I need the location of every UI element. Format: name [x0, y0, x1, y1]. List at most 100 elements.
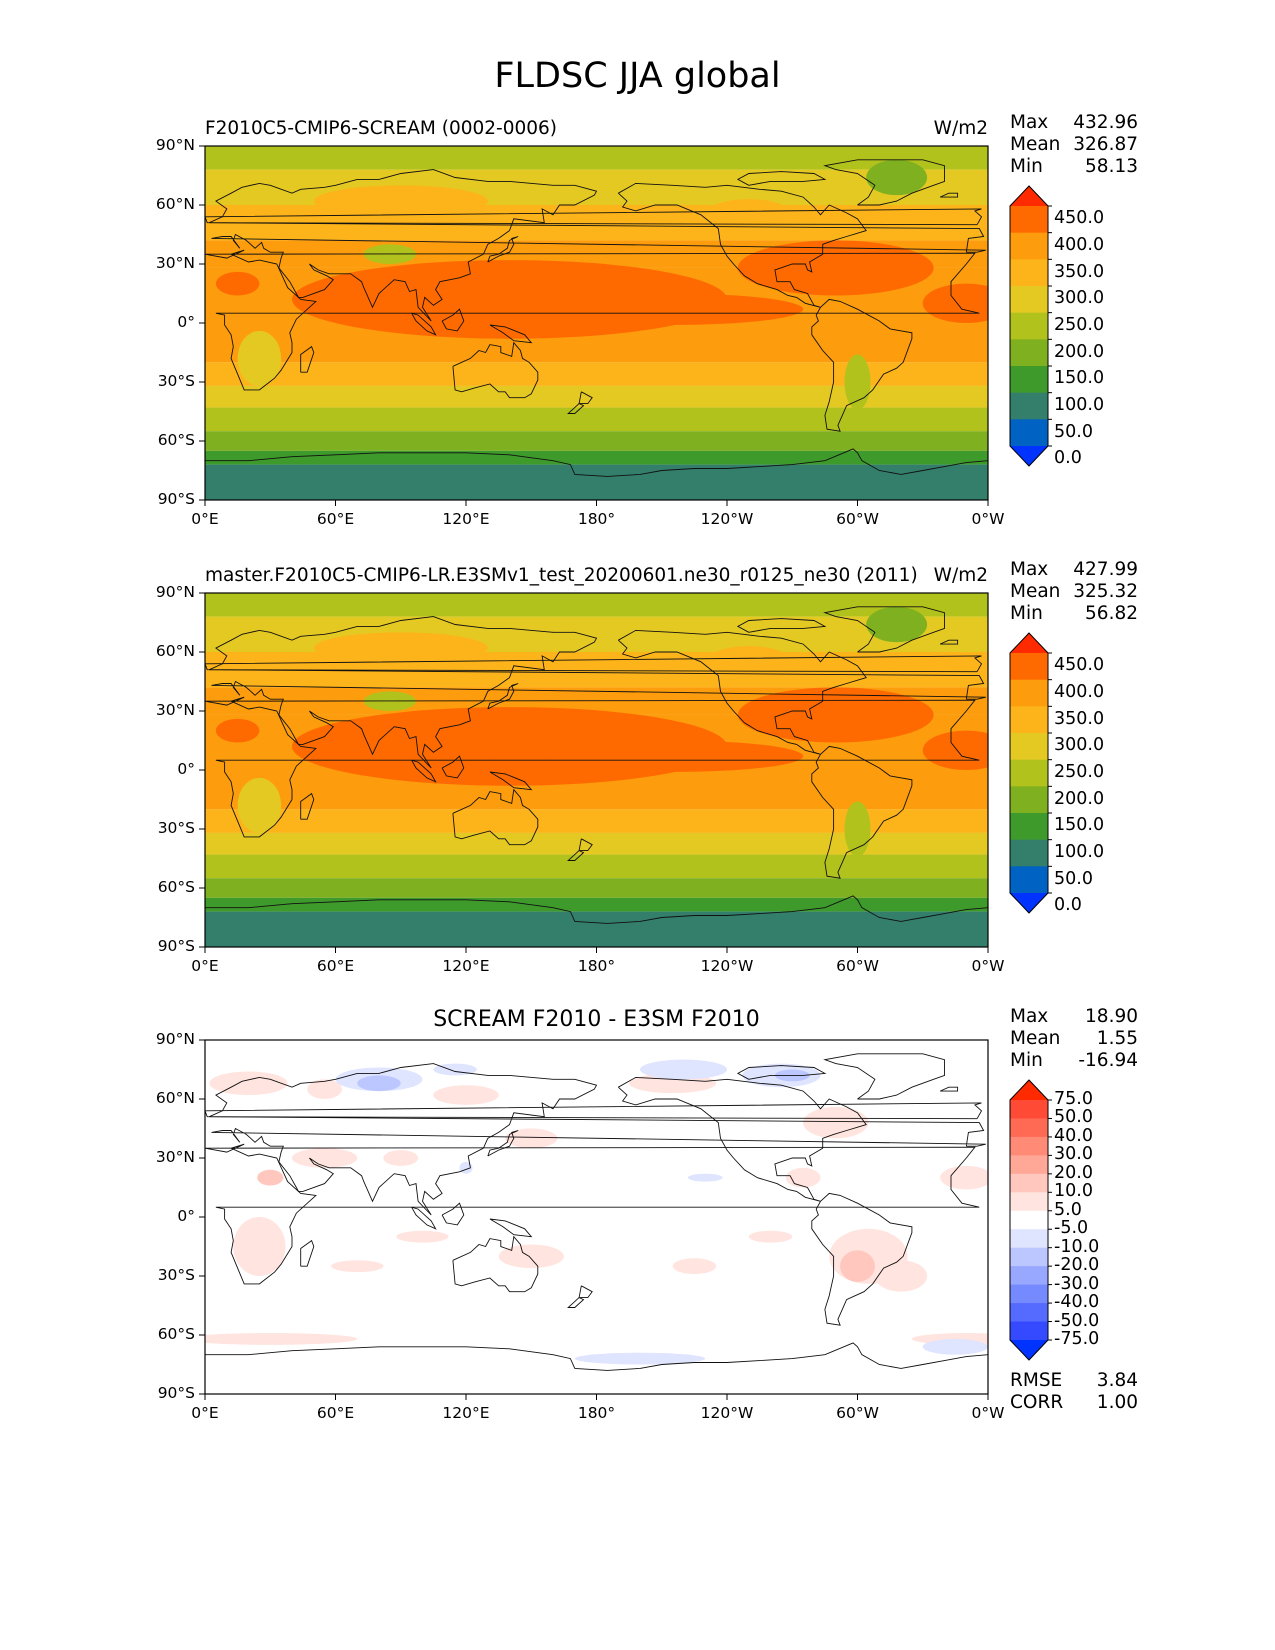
- stat-value: 58.13: [1085, 156, 1138, 177]
- stat-value: 18.90: [1085, 1006, 1138, 1027]
- colorbar-label: -20.0: [1054, 1255, 1100, 1276]
- stat-row: RMSE 3.84: [1010, 1370, 1138, 1392]
- difference-contour: [498, 1244, 564, 1269]
- colorbar-segment: [1010, 1173, 1048, 1193]
- colorbar-segment: [1010, 653, 1048, 681]
- coastline: [811, 298, 913, 432]
- y-tick-label: 30°S: [157, 372, 195, 390]
- field-band: [205, 146, 988, 170]
- coastline: [205, 1342, 988, 1371]
- difference-contour: [748, 1230, 793, 1243]
- stat-label: Mean: [1010, 134, 1061, 155]
- panel-units: W/m2: [933, 118, 988, 139]
- coastline: [939, 639, 959, 645]
- y-tick-label: 30°N: [155, 254, 195, 272]
- x-tick-label: 120°W: [700, 1404, 754, 1422]
- y-tick-label: 90°S: [157, 490, 195, 508]
- field-contour: [922, 730, 988, 770]
- coastline: [487, 1130, 519, 1157]
- stat-row: Min 56.82: [1010, 603, 1138, 625]
- x-tick-label: 60°W: [836, 1404, 879, 1422]
- x-tick-label: 120°E: [442, 957, 490, 975]
- field-band: [205, 911, 988, 947]
- x-tick-label: 0°W: [971, 510, 1005, 528]
- colorbar-label: 10.0: [1054, 1181, 1093, 1202]
- colorbar-label: 50.0: [1054, 1107, 1093, 1128]
- colorbar-label: 50.0: [1054, 421, 1093, 442]
- panel-stats: Max 427.99 Mean 325.32 Min 56.82: [1010, 559, 1138, 625]
- colorbar-label: 50.0: [1054, 868, 1093, 889]
- coastline: [205, 696, 980, 838]
- field-contour: [215, 271, 260, 296]
- colorbar-segment: [1010, 1118, 1048, 1138]
- colorbar-segment: [1010, 1247, 1048, 1267]
- y-tick-label: 30°N: [155, 1148, 195, 1166]
- colorbar-label: 300.0: [1054, 735, 1105, 756]
- map-panel-2: [199, 592, 1052, 953]
- coastline: [578, 838, 593, 852]
- coastline: [411, 312, 437, 336]
- difference-contour: [205, 1333, 358, 1345]
- stat-value: 326.87: [1073, 134, 1138, 155]
- colorbar: [1009, 632, 1052, 914]
- coastline: [452, 341, 539, 399]
- colorbar-segment: [1010, 392, 1048, 420]
- y-tick-label: 90°S: [157, 937, 195, 955]
- stat-label: Max: [1010, 559, 1049, 580]
- difference-contour: [331, 1260, 384, 1273]
- colorbar-label: -40.0: [1054, 1292, 1100, 1313]
- stat-label: CORR: [1010, 1392, 1064, 1413]
- coastline: [617, 629, 867, 755]
- x-tick-label: 180°: [577, 1404, 616, 1422]
- panel-title: F2010C5-CMIP6-SCREAM (0002-0006): [205, 118, 557, 139]
- field-band: [205, 385, 988, 408]
- coastline: [205, 1143, 980, 1285]
- x-tick-label: 60°E: [316, 957, 355, 975]
- y-tick-label: 90°N: [155, 1030, 195, 1048]
- stat-row: Mean 326.87: [1010, 134, 1138, 156]
- colorbar-label: 400.0: [1054, 235, 1105, 255]
- colorbar-segment: [1010, 1266, 1048, 1286]
- y-tick-label: 60°N: [155, 642, 195, 660]
- field-contour: [302, 716, 499, 776]
- colorbar-label: -10.0: [1054, 1236, 1100, 1257]
- field-band: [205, 809, 988, 833]
- y-tick-label: 60°N: [155, 1089, 195, 1107]
- colorbar-segment: [1010, 679, 1048, 707]
- field-contour: [237, 777, 282, 833]
- coastline: [205, 208, 983, 226]
- coastline: [939, 192, 959, 198]
- y-tick-label: 60°S: [157, 431, 195, 449]
- difference-contour: [940, 1165, 988, 1190]
- colorbar-label: 0.0: [1054, 895, 1082, 916]
- field-band: [205, 854, 988, 879]
- stat-value: 1.00: [1096, 1392, 1138, 1413]
- coastline: [578, 391, 593, 405]
- difference-contour: [640, 1059, 727, 1080]
- coastline: [487, 236, 519, 263]
- panel-units: W/m2: [933, 565, 988, 586]
- y-tick-label: 90°N: [155, 583, 195, 601]
- colorbar-label: 450.0: [1054, 655, 1105, 676]
- field-band: [205, 362, 988, 386]
- coastline: [567, 403, 585, 414]
- x-tick-label: 120°W: [700, 510, 754, 528]
- colorbar-label: 450.0: [1054, 208, 1105, 229]
- difference-contour: [874, 1260, 928, 1292]
- coastline: [209, 616, 986, 769]
- stat-value: 432.96: [1073, 112, 1138, 133]
- y-tick-label: 90°S: [157, 1384, 195, 1402]
- colorbar-segment: [1010, 259, 1048, 287]
- colorbar-segment: [1010, 286, 1048, 314]
- coastline: [736, 618, 827, 633]
- colorbar-label: 250.0: [1054, 762, 1105, 782]
- field-band: [205, 450, 988, 465]
- stat-label: RMSE: [1010, 1370, 1063, 1391]
- colorbar-segment: [1010, 866, 1048, 894]
- field-contour: [302, 269, 499, 329]
- stat-value: 56.82: [1085, 603, 1138, 624]
- panel-stats: Max 432.96 Mean 326.87 Min 58.13: [1010, 112, 1138, 178]
- coastline: [205, 895, 988, 924]
- colorbar-label: -50.0: [1054, 1310, 1100, 1331]
